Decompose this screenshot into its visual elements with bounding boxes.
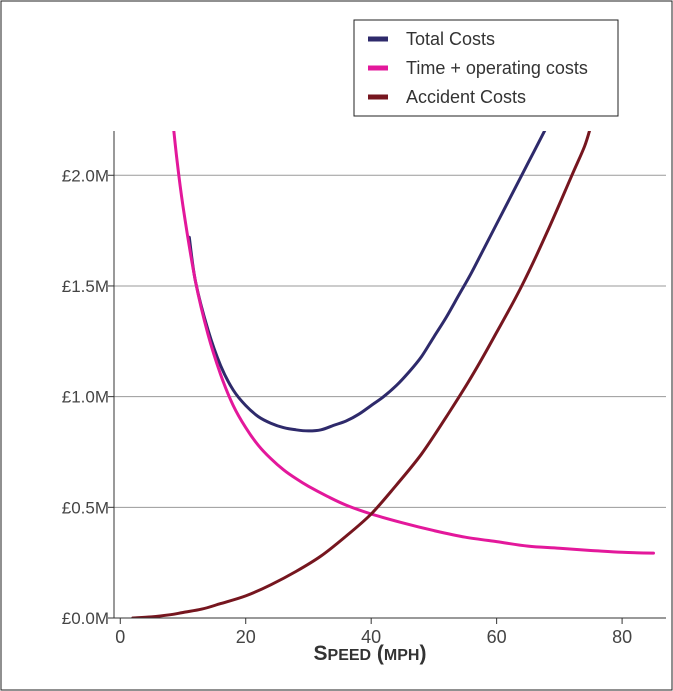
x-axis-label-small: PEED bbox=[328, 647, 372, 664]
x-axis-label-unit: MPH bbox=[384, 647, 420, 664]
x-tick-label-2: 40 bbox=[361, 627, 381, 647]
legend-label-0: Total Costs bbox=[406, 29, 495, 49]
grid bbox=[114, 174, 666, 508]
legend-box bbox=[353, 19, 619, 117]
y-tick-label-0: £0.0M bbox=[62, 609, 109, 628]
x-tick-label-3: 60 bbox=[487, 627, 507, 647]
x-tick-label-4: 80 bbox=[612, 627, 632, 647]
x-axis-ticks: 0 20 40 60 80 bbox=[115, 618, 632, 647]
series-line-0 bbox=[187, 131, 547, 433]
x-tick-label-0: 0 bbox=[115, 627, 125, 647]
series-line-2 bbox=[131, 131, 592, 618]
y-tick-label-4: £2.0M bbox=[62, 166, 109, 185]
y-tick-label-3: £1.5M bbox=[62, 277, 109, 296]
x-tick-label-1: 20 bbox=[236, 627, 256, 647]
series-line-1 bbox=[172, 131, 655, 555]
x-axis-label-open: ( bbox=[371, 642, 384, 665]
y-tick-label-2: £1.0M bbox=[62, 388, 109, 407]
legend-label-1: Time + operating costs bbox=[406, 58, 588, 78]
plot-series bbox=[131, 131, 655, 618]
legend: Total Costs Time + operating costs Acciden… bbox=[353, 19, 619, 117]
y-axis-ticks: £0.0M £0.5M £1.0M £1.5M £2.0M bbox=[62, 166, 114, 628]
x-axis-label-close: ) bbox=[419, 642, 426, 665]
y-tick-label-1: £0.5M bbox=[62, 498, 109, 517]
legend-label-2: Accident Costs bbox=[406, 87, 526, 107]
x-axis-label: SPEED (MPH) bbox=[314, 642, 427, 665]
x-axis-label-cap: S bbox=[314, 642, 328, 665]
